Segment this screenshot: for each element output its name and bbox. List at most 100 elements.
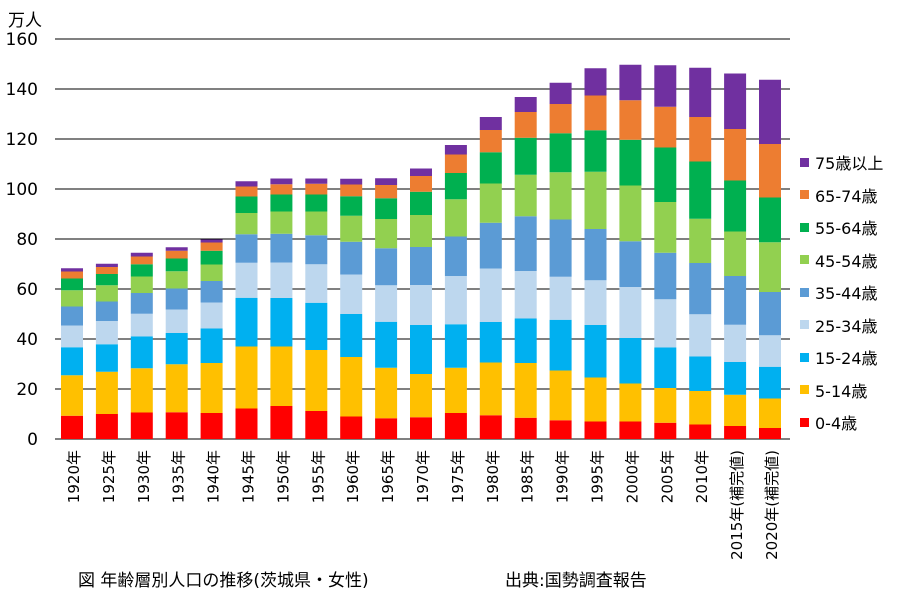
x-tick-label: 1980年 bbox=[484, 450, 502, 503]
bar-segment bbox=[759, 398, 781, 428]
bar-segment bbox=[689, 314, 712, 357]
bar-segment bbox=[759, 242, 781, 292]
bar-segment bbox=[130, 368, 153, 413]
bar-segment bbox=[689, 263, 712, 315]
legend-label: 45-54歳 bbox=[815, 251, 878, 271]
bar-segment bbox=[514, 112, 537, 138]
bar-segment bbox=[410, 176, 432, 192]
bar-segment bbox=[759, 292, 781, 336]
bar-segment bbox=[95, 285, 118, 302]
bar-segment bbox=[514, 417, 537, 439]
bar-segment bbox=[549, 133, 572, 173]
bar-segment bbox=[61, 306, 83, 326]
x-tick-label: 1935年 bbox=[170, 450, 188, 503]
x-tick-labels: 1920年 1925年 1930年 1935年 1940年 1945年 1950年 1955年… bbox=[65, 450, 781, 560]
source-note: 出典:国勢調査報告 bbox=[505, 571, 647, 591]
bar-segment bbox=[165, 250, 188, 259]
bar-segment bbox=[410, 191, 432, 215]
bar-segment bbox=[689, 67, 712, 117]
x-tick-label: 1920年 bbox=[65, 450, 83, 503]
y-tick-label: 80 bbox=[16, 230, 38, 250]
x-tick-label: 1995年 bbox=[589, 450, 607, 503]
bar-segment bbox=[410, 325, 432, 374]
x-tick-label: 2020年(補完値) bbox=[763, 450, 781, 560]
bar-segment bbox=[340, 196, 363, 216]
bar-segment bbox=[549, 219, 572, 277]
bar-segment bbox=[479, 117, 502, 130]
bar-segment bbox=[305, 235, 328, 265]
bar-segment bbox=[165, 288, 188, 310]
bar-segment bbox=[130, 336, 153, 369]
bar-segment bbox=[270, 233, 293, 263]
bar-segment bbox=[200, 363, 223, 413]
legend-label: 15-24歳 bbox=[815, 349, 878, 369]
bar-segment bbox=[479, 130, 502, 153]
bar-segment bbox=[410, 168, 432, 176]
bar-segment bbox=[689, 117, 712, 162]
bar-segment bbox=[724, 73, 747, 129]
bar-segment bbox=[619, 64, 642, 101]
bar-segment bbox=[340, 416, 363, 439]
bar-segment bbox=[235, 196, 258, 213]
bar-segment bbox=[549, 276, 572, 320]
bar-segment bbox=[444, 173, 467, 200]
bar-segment bbox=[130, 412, 153, 439]
bar-segment bbox=[759, 366, 781, 399]
bar-segment bbox=[340, 314, 363, 357]
legend-label: 65-74歳 bbox=[815, 186, 878, 206]
bar-segment bbox=[689, 424, 712, 439]
bar-segment bbox=[689, 391, 712, 425]
bars bbox=[61, 64, 781, 439]
legend-item: 5-14歳 bbox=[800, 374, 883, 407]
bar-segment bbox=[444, 367, 467, 413]
bar-segment bbox=[619, 241, 642, 287]
bar-segment bbox=[200, 242, 223, 251]
bar-segment bbox=[270, 298, 293, 347]
bar-segment bbox=[584, 68, 607, 96]
x-tick-label: 2010年 bbox=[693, 450, 711, 503]
legend-swatch bbox=[800, 320, 809, 330]
bar-segment bbox=[584, 229, 607, 281]
bar-segment bbox=[619, 383, 642, 422]
bar-segment bbox=[305, 411, 328, 439]
bar-segment bbox=[619, 287, 642, 338]
bar-segment bbox=[165, 271, 188, 289]
bar-segment bbox=[235, 186, 258, 197]
bar-segment bbox=[584, 95, 607, 131]
bar-segment bbox=[654, 252, 677, 300]
bar-segment bbox=[689, 356, 712, 391]
bar-segment bbox=[95, 263, 118, 267]
bar-segment bbox=[340, 215, 363, 242]
bar-segment bbox=[235, 213, 258, 235]
bar-segment bbox=[514, 363, 537, 418]
bar-segment bbox=[305, 264, 328, 303]
bar-segment bbox=[375, 367, 398, 419]
bar-segment bbox=[235, 262, 258, 298]
bar-segment bbox=[340, 241, 363, 275]
x-tick-label: 1965年 bbox=[379, 450, 397, 503]
bar-segment bbox=[165, 309, 188, 333]
y-tick-label: 20 bbox=[16, 380, 38, 400]
bar-segment bbox=[340, 178, 363, 185]
bar-segment bbox=[514, 271, 537, 319]
bar-segment bbox=[584, 280, 607, 325]
bar-segment bbox=[61, 278, 83, 291]
y-tick-labels: 0 20 40 60 80 100 120 140 160 bbox=[6, 30, 38, 450]
bar-segment bbox=[549, 420, 572, 439]
bar-segment bbox=[305, 194, 328, 212]
figure-caption: 図 年齢層別人口の推移(茨城県・女性) bbox=[78, 571, 369, 591]
bar-segment bbox=[340, 274, 363, 314]
bar-segment bbox=[61, 290, 83, 307]
bar-segment bbox=[514, 318, 537, 363]
legend-label: 35-44歳 bbox=[815, 284, 878, 304]
bar-segment bbox=[654, 106, 677, 148]
bar-segment bbox=[584, 171, 607, 229]
bar-segment bbox=[130, 264, 153, 277]
legend-swatch bbox=[800, 255, 809, 265]
bar-segment bbox=[689, 218, 712, 263]
bar-segment bbox=[479, 322, 502, 363]
bar-segment bbox=[200, 239, 223, 243]
bar-segment bbox=[759, 144, 781, 198]
legend-item: 35-44歳 bbox=[800, 276, 883, 309]
